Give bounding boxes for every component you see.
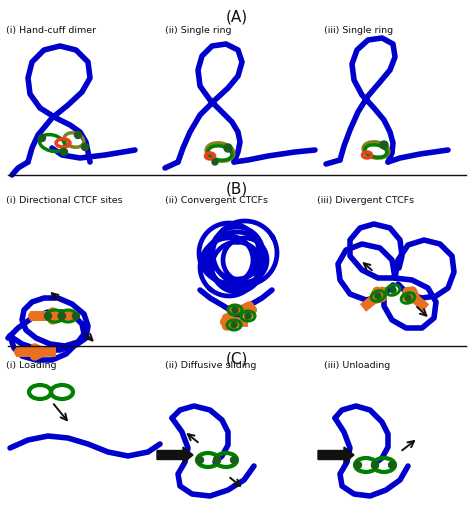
Text: (i) Hand-cuff dimer: (i) Hand-cuff dimer — [6, 26, 96, 35]
Circle shape — [74, 132, 82, 139]
Circle shape — [82, 143, 89, 150]
Circle shape — [405, 295, 411, 301]
Circle shape — [38, 134, 46, 141]
Circle shape — [197, 457, 203, 463]
Circle shape — [230, 457, 237, 463]
Circle shape — [375, 293, 381, 299]
Text: (iii) Divergent CTCFs: (iii) Divergent CTCFs — [317, 196, 414, 205]
Circle shape — [45, 313, 52, 320]
Text: (C): (C) — [226, 352, 248, 367]
Circle shape — [355, 461, 362, 469]
Text: (ii) Single ring: (ii) Single ring — [165, 26, 231, 35]
FancyArrow shape — [318, 447, 354, 463]
Text: (ii) Diffusive sliding: (ii) Diffusive sliding — [165, 361, 256, 370]
Text: (A): (A) — [226, 10, 248, 25]
Circle shape — [389, 461, 395, 469]
Circle shape — [390, 287, 396, 293]
Text: (i) Loading: (i) Loading — [6, 361, 56, 370]
Circle shape — [61, 149, 67, 156]
Circle shape — [213, 457, 220, 463]
Circle shape — [73, 313, 80, 320]
Text: (i) Directional CTCF sites: (i) Directional CTCF sites — [6, 196, 123, 205]
Circle shape — [372, 461, 379, 469]
Circle shape — [232, 307, 238, 313]
Circle shape — [245, 313, 251, 319]
Circle shape — [231, 322, 237, 328]
Text: (ii) Convergent CTCFs: (ii) Convergent CTCFs — [165, 196, 268, 205]
Circle shape — [224, 144, 232, 152]
Circle shape — [58, 313, 65, 320]
FancyArrow shape — [157, 447, 193, 463]
Circle shape — [380, 141, 388, 149]
Text: (iii) Unloading: (iii) Unloading — [324, 361, 390, 370]
Text: (iii) Single ring: (iii) Single ring — [324, 26, 393, 35]
Circle shape — [212, 159, 218, 165]
Text: (B): (B) — [226, 182, 248, 197]
